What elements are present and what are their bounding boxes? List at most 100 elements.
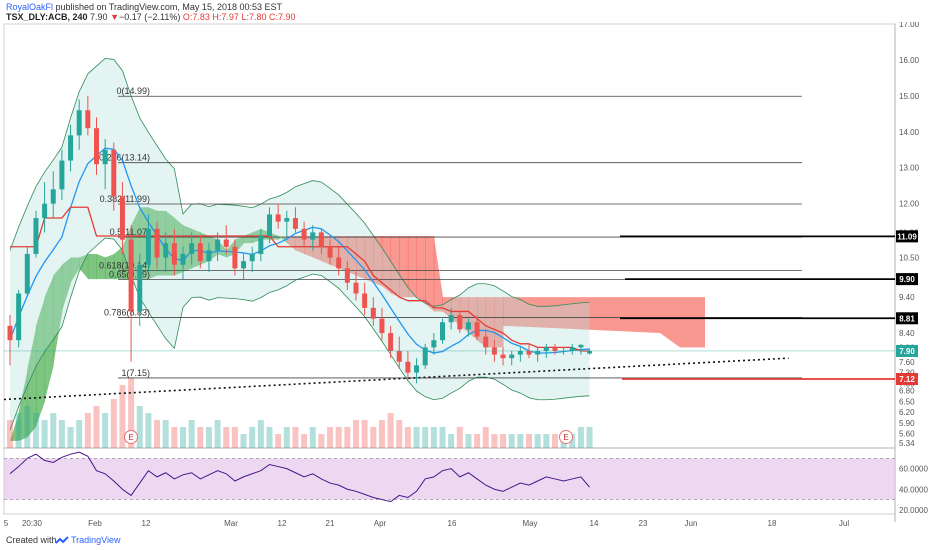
volume-bar bbox=[76, 420, 83, 448]
candle-body bbox=[509, 354, 515, 359]
volume-bar bbox=[456, 427, 463, 448]
candle-body bbox=[42, 203, 48, 219]
candle-body bbox=[50, 189, 56, 204]
candle-body bbox=[16, 293, 22, 341]
candle-body bbox=[76, 110, 82, 136]
cloud-segment-bear bbox=[373, 236, 383, 287]
trendline[interactable] bbox=[3, 357, 789, 401]
candle-body bbox=[102, 149, 108, 165]
price-change: −0.17 (−2.11%) bbox=[119, 12, 181, 22]
candle-body bbox=[223, 239, 229, 247]
candle-body bbox=[405, 361, 411, 373]
symbol-label[interactable]: TSX_DLY:ACB, 240 bbox=[6, 12, 88, 22]
time-tick-label: 12 bbox=[278, 519, 287, 528]
down-arrow-icon: ▼ bbox=[110, 12, 120, 22]
candle-body bbox=[353, 282, 359, 294]
volume-bar bbox=[482, 427, 489, 448]
rsi-line bbox=[9, 451, 590, 503]
indicator-lines bbox=[9, 147, 590, 354]
candle-body bbox=[258, 236, 264, 254]
volume-bar bbox=[197, 427, 204, 448]
time-tick-label: Feb bbox=[88, 519, 102, 528]
candlesticks[interactable] bbox=[7, 95, 593, 384]
volume-bar bbox=[84, 413, 91, 448]
time-tick-label: 18 bbox=[768, 519, 777, 528]
candle-body bbox=[431, 340, 437, 348]
volume-bar bbox=[396, 420, 403, 448]
time-tick-label: 16 bbox=[448, 519, 457, 528]
author-link[interactable]: RoyalOakFl bbox=[6, 2, 54, 12]
price-tick-label: 6.80 bbox=[899, 387, 915, 396]
time-tick-label: 14 bbox=[590, 519, 599, 528]
volume-bar bbox=[223, 427, 230, 448]
candle-body bbox=[370, 307, 376, 319]
candle-body bbox=[500, 354, 506, 359]
candle-body bbox=[517, 350, 523, 355]
candle-body bbox=[275, 214, 281, 222]
price-tick-label: 6.20 bbox=[899, 408, 915, 417]
earnings-marker-label: E bbox=[563, 433, 568, 442]
candle-body bbox=[267, 214, 272, 236]
candle-body bbox=[7, 325, 13, 341]
time-axis[interactable]: 5 20:30 Feb 12 Mar 12 21 Apr 16 May 14 23 Jun 18 Jul bbox=[4, 519, 850, 528]
candle-body bbox=[327, 246, 333, 258]
ohlc-values: O:7.83 H:7.97 L:7.80 C:7.90 bbox=[182, 12, 296, 22]
cloud-segment-bear bbox=[425, 236, 435, 312]
cloud-segment-bear bbox=[390, 236, 400, 298]
candle-body bbox=[440, 322, 445, 341]
candle-body bbox=[552, 347, 558, 351]
volume-bar bbox=[439, 427, 446, 448]
volume-bar bbox=[154, 420, 161, 448]
tag-label: 9.90 bbox=[899, 275, 915, 284]
cloud-segment-bull bbox=[113, 246, 123, 280]
symbol-line: TSX_DLY:ACB, 240 7.90 ▼−0.17 (−2.11%) O:… bbox=[6, 12, 295, 22]
volume-bar bbox=[257, 420, 264, 448]
candle-body bbox=[336, 257, 342, 269]
candle-body bbox=[543, 347, 549, 351]
chart-header: RoyalOakFl published on TradingView.com,… bbox=[0, 0, 932, 22]
cloud-segment-bull bbox=[18, 368, 28, 441]
candle-body bbox=[85, 110, 91, 129]
candle-body bbox=[94, 128, 99, 165]
band-upper bbox=[9, 57, 590, 307]
volume-bar bbox=[32, 413, 39, 448]
cloud-segment-bear bbox=[399, 236, 409, 298]
price-tick-label: 5.60 bbox=[899, 430, 915, 439]
price-axis[interactable]: 17.0016.0015.0014.0013.0012.0011.2010.50… bbox=[899, 22, 928, 515]
volume-bar bbox=[240, 434, 247, 448]
volume-bar bbox=[24, 406, 31, 448]
tradingview-brand[interactable]: TradingView bbox=[71, 535, 121, 545]
cloud-segment-bull bbox=[10, 412, 20, 441]
kijun-line bbox=[10, 206, 590, 352]
candle-body bbox=[33, 218, 39, 254]
price-tick-label: 5.34 bbox=[899, 439, 915, 448]
volume-bar bbox=[309, 427, 316, 448]
volume-bar bbox=[491, 434, 498, 448]
volume-bar bbox=[474, 434, 481, 448]
time-tick-label: Jul bbox=[839, 519, 849, 528]
candle-body bbox=[587, 350, 593, 354]
volume-bar bbox=[318, 434, 325, 448]
rsi-tick-label: 40.0000 bbox=[899, 485, 928, 494]
cloud-segment-bull bbox=[35, 297, 46, 427]
volume-bar bbox=[430, 427, 437, 448]
cloud-segment-bear bbox=[442, 297, 452, 319]
rsi-pane[interactable] bbox=[4, 451, 895, 503]
volume-bar bbox=[422, 427, 429, 448]
price-chart[interactable]: 0(14.99)0.236(13.14)0.382(11.99)0.5(11.0… bbox=[0, 22, 932, 532]
price-tick-label: 13.00 bbox=[899, 164, 920, 173]
tag-label: 8.81 bbox=[899, 314, 915, 323]
band-fill bbox=[10, 58, 590, 431]
support-trendline bbox=[3, 357, 789, 401]
volume-bar bbox=[387, 413, 394, 448]
candle-body bbox=[318, 232, 324, 247]
volume-bar bbox=[275, 434, 282, 448]
earnings-marker bbox=[559, 430, 573, 444]
volume-bar bbox=[214, 420, 221, 448]
fib-level-label: 0.618(10.14) bbox=[99, 260, 150, 270]
volume-bar bbox=[335, 427, 342, 448]
volume-bar bbox=[292, 427, 299, 448]
candle-body bbox=[483, 336, 489, 348]
candle-body bbox=[197, 243, 203, 262]
